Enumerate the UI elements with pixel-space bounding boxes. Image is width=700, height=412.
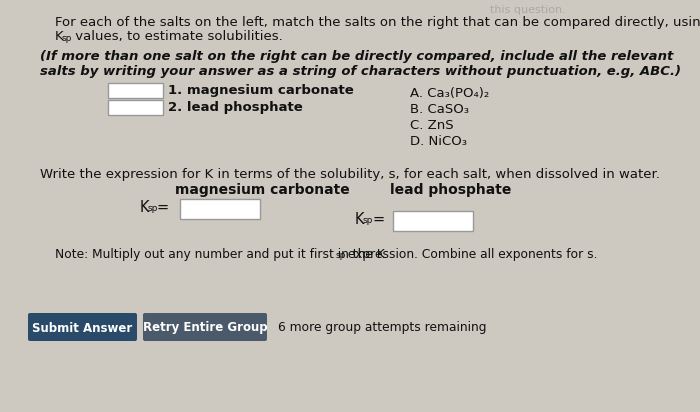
Text: K: K bbox=[55, 30, 64, 43]
Text: salts by writing your answer as a string of characters without punctuation, e.g,: salts by writing your answer as a string… bbox=[40, 65, 681, 78]
Text: (If more than one salt on the right can be directly compared, include all the re: (If more than one salt on the right can … bbox=[40, 50, 673, 63]
Text: magnesium carbonate: magnesium carbonate bbox=[175, 183, 350, 197]
FancyBboxPatch shape bbox=[108, 83, 163, 98]
FancyBboxPatch shape bbox=[108, 100, 163, 115]
Text: sp: sp bbox=[62, 34, 72, 43]
Text: =: = bbox=[157, 200, 169, 215]
Text: =: = bbox=[372, 212, 384, 227]
Text: this question.: this question. bbox=[490, 5, 566, 15]
Text: sp: sp bbox=[363, 216, 373, 225]
Text: Retry Entire Group: Retry Entire Group bbox=[143, 321, 267, 335]
Text: values, to estimate solubilities.: values, to estimate solubilities. bbox=[71, 30, 283, 43]
Text: K: K bbox=[355, 212, 365, 227]
FancyBboxPatch shape bbox=[143, 313, 267, 341]
Text: Note: Multiply out any number and put it first in the K: Note: Multiply out any number and put it… bbox=[55, 248, 385, 261]
Text: sp: sp bbox=[148, 204, 158, 213]
FancyBboxPatch shape bbox=[393, 211, 473, 231]
FancyBboxPatch shape bbox=[28, 313, 137, 341]
Text: 1. magnesium carbonate: 1. magnesium carbonate bbox=[168, 84, 354, 97]
Text: For each of the salts on the left, match the salts on the right that can be comp: For each of the salts on the left, match… bbox=[55, 16, 700, 29]
Text: expression. Combine all exponents for s.: expression. Combine all exponents for s. bbox=[344, 248, 598, 261]
Text: Submit Answer: Submit Answer bbox=[32, 321, 132, 335]
FancyBboxPatch shape bbox=[180, 199, 260, 219]
Text: C. ZnS: C. ZnS bbox=[410, 119, 454, 132]
Text: B. CaSO₃: B. CaSO₃ bbox=[410, 103, 469, 116]
Text: A. Ca₃(PO₄)₂: A. Ca₃(PO₄)₂ bbox=[410, 87, 489, 100]
Text: D. NiCO₃: D. NiCO₃ bbox=[410, 135, 467, 148]
Text: Write the expression for K in terms of the solubility, s, for each salt, when di: Write the expression for K in terms of t… bbox=[40, 168, 660, 181]
Text: sp: sp bbox=[336, 251, 346, 260]
Text: 2. lead phosphate: 2. lead phosphate bbox=[168, 101, 302, 114]
Text: 6 more group attempts remaining: 6 more group attempts remaining bbox=[278, 321, 486, 335]
Text: lead phosphate: lead phosphate bbox=[390, 183, 512, 197]
Text: K: K bbox=[140, 200, 150, 215]
